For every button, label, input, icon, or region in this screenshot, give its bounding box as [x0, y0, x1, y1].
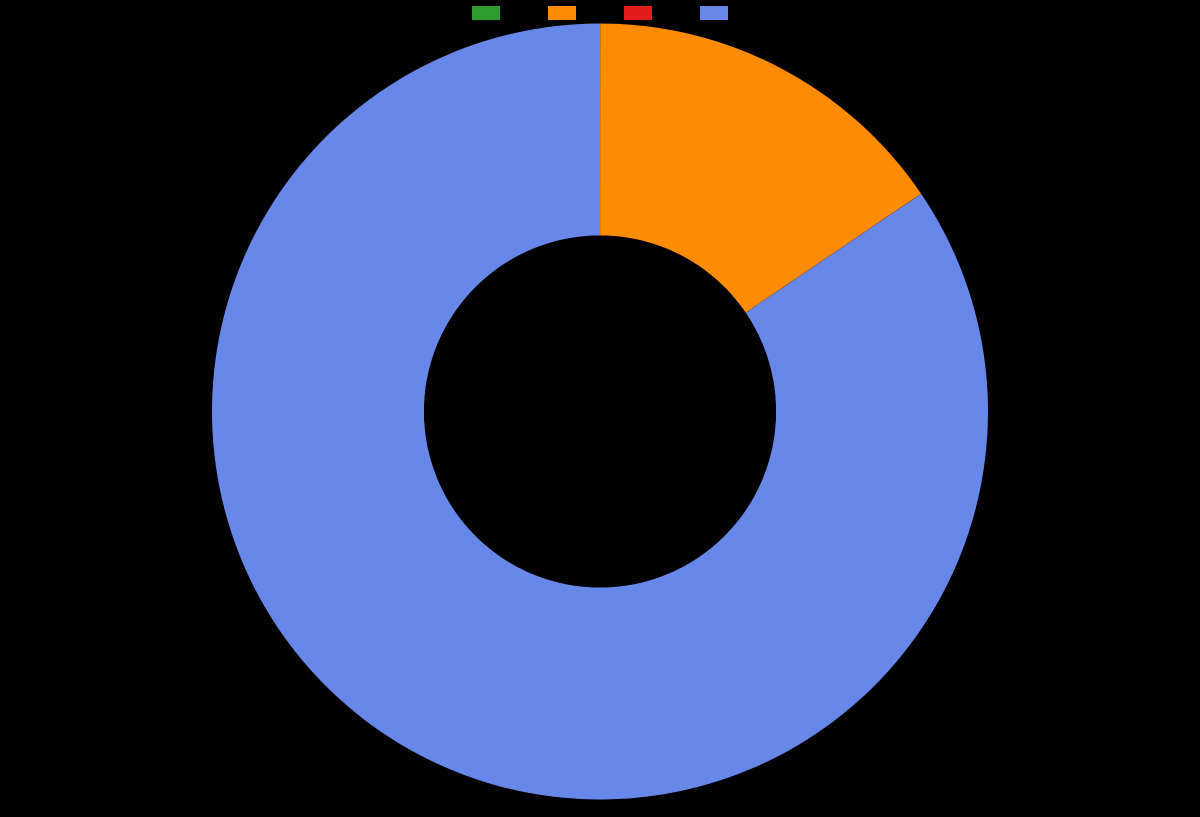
donut-hole — [424, 236, 776, 588]
donut-svg — [200, 12, 1000, 812]
chart-page — [0, 0, 1200, 800]
donut-chart — [200, 12, 1000, 817]
